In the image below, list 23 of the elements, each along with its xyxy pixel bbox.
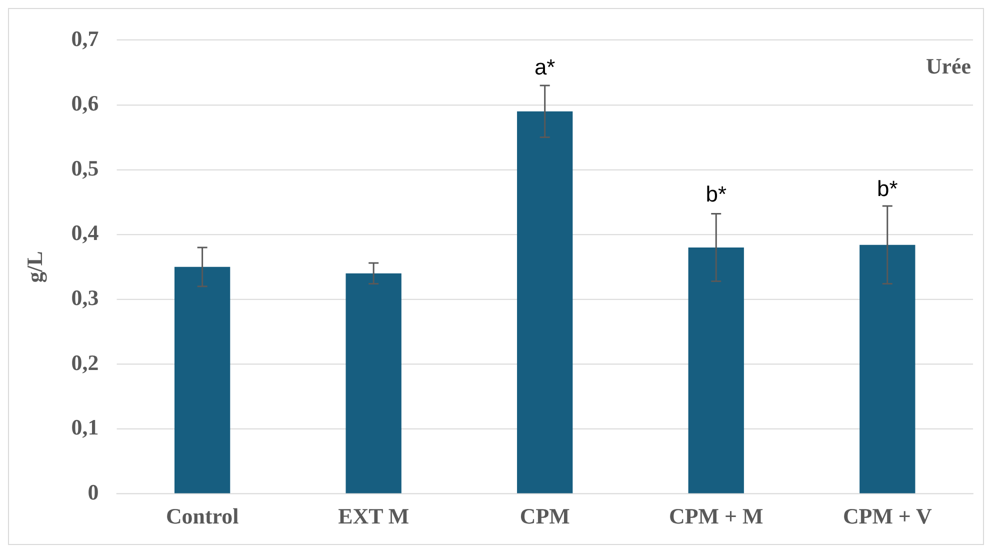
bar [860, 244, 916, 494]
x-tick-label: EXT M [338, 504, 410, 529]
annotation: a* [534, 54, 556, 80]
x-tick-label: CPM + M [669, 504, 764, 529]
x-tick-label: Control [166, 504, 239, 529]
y-tick-label: 0,6 [71, 90, 99, 116]
annotation: Urée [926, 54, 972, 79]
y-tick-label: 0,1 [71, 414, 99, 440]
x-tick-label: CPM [520, 504, 570, 529]
annotation: b* [706, 182, 727, 207]
bar [517, 111, 573, 494]
y-tick-label: 0,2 [71, 350, 99, 375]
y-tick-label: 0 [88, 479, 99, 504]
x-tick-label: CPM + V [842, 504, 932, 529]
y-axis-title: g/L [22, 251, 47, 283]
y-tick-label: 0,3 [71, 285, 99, 310]
y-tick-label: 0,5 [71, 155, 99, 180]
bar [688, 247, 744, 494]
y-tick-label: 0,7 [71, 26, 99, 51]
annotation: b* [877, 176, 898, 201]
y-tick-label: 0,4 [71, 220, 99, 246]
bar [174, 266, 230, 494]
bar [346, 273, 402, 494]
